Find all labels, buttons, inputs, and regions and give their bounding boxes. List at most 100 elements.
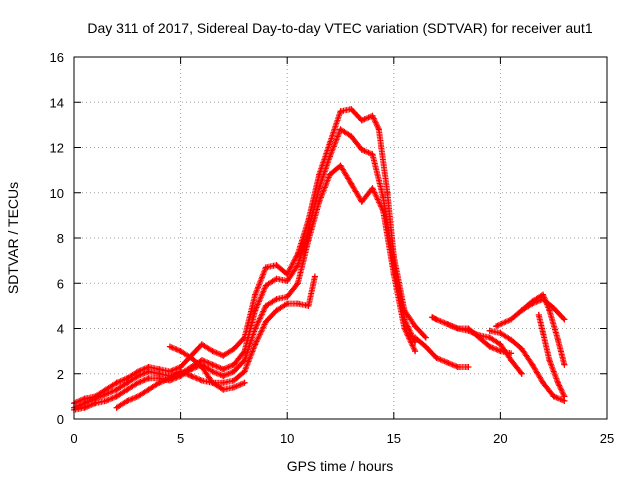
data-point: [220, 386, 227, 393]
data-point: [241, 368, 248, 375]
data-point: [508, 336, 515, 343]
data-point: [156, 379, 163, 386]
series-track-11: [518, 296, 568, 323]
data-point: [124, 397, 131, 404]
data-point: [561, 361, 568, 368]
data-point: [540, 379, 547, 386]
data-point: [337, 108, 344, 115]
data-point: [518, 307, 525, 314]
data-point: [273, 262, 280, 269]
x-tick-labels: 0 5 10 15 20 25: [70, 431, 614, 446]
data-point: [113, 386, 120, 393]
data-point: [476, 332, 483, 339]
data-point: [348, 180, 355, 187]
data-point: [561, 316, 568, 323]
data-point: [102, 391, 109, 398]
data-point: [230, 361, 237, 368]
data-point: [508, 316, 515, 323]
series-track-2: [71, 126, 419, 411]
data-point: [305, 237, 312, 244]
data-point: [380, 207, 387, 214]
data-point: [401, 325, 408, 332]
data-point: [358, 198, 365, 205]
data-point: [375, 126, 382, 133]
data-point: [220, 366, 227, 373]
data-point: [535, 311, 542, 318]
series-markers: [71, 126, 419, 411]
series-track-8: [444, 320, 525, 377]
data-point: [262, 282, 269, 289]
y-tick-label: 16: [50, 50, 64, 65]
data-point: [294, 300, 301, 307]
data-point: [561, 393, 568, 400]
y-tick-label: 2: [57, 367, 64, 382]
data-point: [529, 361, 536, 368]
data-point: [220, 373, 227, 380]
data-point: [348, 133, 355, 140]
data-point: [166, 343, 173, 350]
data-point: [273, 307, 280, 314]
data-point: [337, 126, 344, 133]
data-point: [124, 379, 131, 386]
x-tick-label: 10: [280, 431, 294, 446]
data-point: [540, 296, 547, 303]
data-point: [252, 291, 259, 298]
y-tick-label: 6: [57, 276, 64, 291]
x-axis-label: GPS time / hours: [287, 458, 394, 474]
series-track-5: [166, 343, 248, 393]
data-point: [177, 368, 184, 375]
data-point: [454, 363, 461, 370]
data-point: [134, 373, 141, 380]
data-point: [454, 325, 461, 332]
x-tick-label: 5: [177, 431, 184, 446]
data-point: [134, 393, 141, 400]
data-point: [124, 386, 131, 393]
y-tick-label: 4: [57, 322, 64, 337]
data-point: [134, 379, 141, 386]
data-point: [252, 341, 259, 348]
plot-frame: [73, 56, 608, 420]
y-tick-label: 10: [50, 186, 64, 201]
data-point: [465, 363, 472, 370]
data-point: [380, 194, 387, 201]
series-track-10: [493, 291, 568, 368]
data-point: [113, 379, 120, 386]
data-point: [554, 379, 561, 386]
data-point: [465, 327, 472, 334]
data-point: [444, 359, 451, 366]
data-point: [145, 386, 152, 393]
data-point: [554, 336, 561, 343]
data-point: [412, 348, 419, 355]
data-point: [188, 366, 195, 373]
data-point: [358, 146, 365, 153]
series-track-6: [412, 334, 472, 370]
data-point: [284, 300, 291, 307]
series-track-3: [71, 162, 419, 413]
data-point: [145, 375, 152, 382]
data-point: [550, 393, 557, 400]
y-tick-label: 0: [57, 412, 64, 427]
data-point: [230, 345, 237, 352]
data-point: [198, 341, 205, 348]
data-point: [230, 368, 237, 375]
data-point: [429, 314, 436, 321]
x-tick-label: 15: [387, 431, 401, 446]
data-point: [433, 354, 440, 361]
data-point: [540, 330, 547, 337]
data-point: [337, 162, 344, 169]
data-point: [262, 318, 269, 325]
data-point: [433, 316, 440, 323]
data-point: [230, 384, 237, 391]
data-point: [209, 361, 216, 368]
data-point: [529, 300, 536, 307]
data-point: [369, 112, 376, 119]
data-point: [102, 397, 109, 404]
y-tick-label: 12: [50, 141, 64, 156]
data-point: [220, 352, 227, 359]
data-point: [273, 296, 280, 303]
data-point: [486, 334, 493, 341]
data-point: [518, 345, 525, 352]
data-point: [166, 375, 173, 382]
data-point: [369, 185, 376, 192]
